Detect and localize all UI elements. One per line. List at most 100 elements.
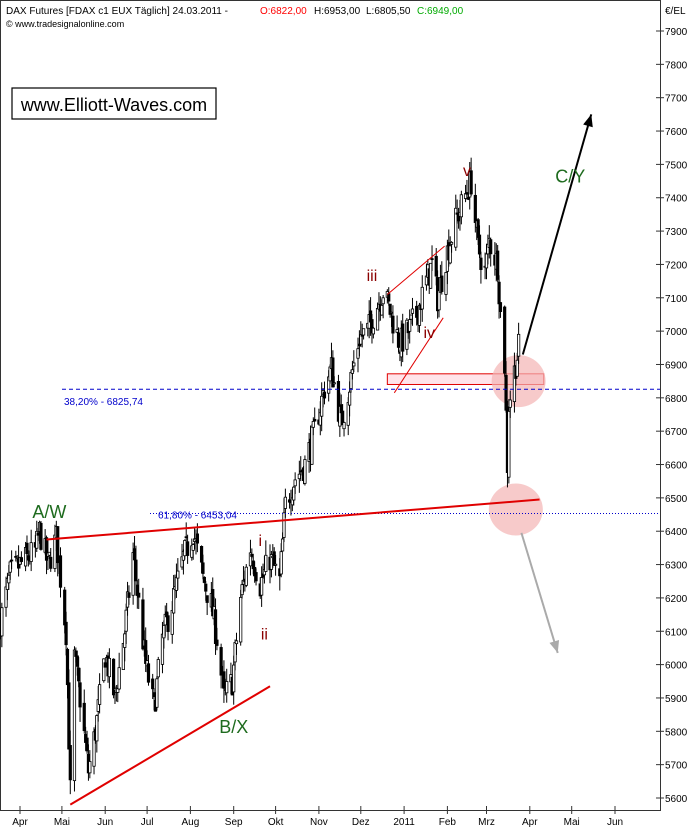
x-tick-label: Apr [12, 817, 28, 828]
candle-up [283, 496, 287, 509]
candle-up [429, 262, 433, 289]
y-tick-label: 6400 [665, 527, 688, 538]
candle-down [272, 551, 276, 566]
candle-up [4, 586, 8, 608]
x-tick-label: 2011 [393, 817, 415, 828]
y-tick-label: 7400 [665, 194, 688, 205]
x-tick-label: Jul [141, 817, 154, 828]
y-axis-unit: €/EL [665, 6, 686, 17]
candle-down [49, 556, 53, 569]
x-tick-label: Sep [225, 817, 243, 828]
candle-down [195, 533, 199, 544]
header-copyright: © www.tradesignalonline.com [6, 19, 124, 29]
wave-label: iii [367, 268, 378, 285]
candle-down [184, 536, 188, 539]
y-tick-label: 6300 [665, 561, 688, 572]
x-tick-label: Nov [310, 817, 328, 828]
header-open: O:6822,00 [260, 6, 307, 17]
candle-down [141, 599, 145, 650]
wave-label: v [463, 163, 471, 180]
candle-down [19, 557, 23, 562]
y-tick-label: 7800 [665, 60, 688, 71]
candle-down [10, 559, 14, 562]
candle-down [477, 234, 482, 255]
candle-down [489, 239, 493, 255]
candle-up [156, 659, 160, 678]
candle-down [39, 522, 43, 550]
candle-up [225, 681, 229, 694]
candle-up [410, 308, 415, 314]
candle-down [166, 615, 170, 632]
highlight-zone [488, 483, 543, 536]
candle-down [201, 562, 205, 574]
y-tick-label: 5700 [665, 761, 688, 772]
candle-up [350, 369, 355, 374]
candle-down [331, 357, 335, 388]
candle-up [280, 538, 285, 552]
candle-down [498, 302, 503, 312]
candle-up [292, 486, 296, 501]
candle-down [85, 737, 89, 752]
candle-down [146, 663, 151, 683]
candle-up [162, 624, 166, 639]
candle-down [36, 532, 40, 536]
x-tick-label: Aug [182, 817, 200, 828]
wave-label: B/X [219, 717, 248, 737]
arrow-up-shaft [521, 114, 593, 355]
y-tick-label: 7500 [665, 160, 688, 171]
candle-up [98, 684, 102, 705]
candle-down [151, 678, 155, 690]
candle-down [77, 667, 81, 682]
candle-up [342, 422, 346, 430]
candle-down [497, 281, 501, 305]
candle-up [361, 328, 366, 336]
candle-down [219, 647, 223, 676]
candle-down [134, 559, 138, 582]
y-tick-label: 6800 [665, 394, 688, 405]
candle-up [47, 551, 51, 556]
candle-up [95, 715, 99, 742]
candle-down [137, 592, 141, 598]
candle-down [222, 671, 226, 689]
candle-up [0, 607, 4, 637]
plot-border [0, 0, 661, 811]
candle-up [15, 556, 19, 559]
x-tick-label: Jun [607, 817, 623, 828]
candle-down [186, 541, 190, 556]
candle-up [239, 596, 243, 643]
y-tick-label: 6700 [665, 427, 688, 438]
candle-up [155, 678, 159, 708]
y-tick-label: 5900 [665, 694, 688, 705]
x-tick-label: Jun [97, 817, 113, 828]
candle-up [117, 667, 121, 690]
watermark-box [11, 87, 217, 120]
candle-up [293, 479, 297, 487]
candle-down [82, 702, 86, 732]
candle-up [240, 584, 244, 596]
axis-labels: 5600 5700 5800 5900 6000 6100 6200 6300 6400 6500… [12, 27, 687, 828]
candle-up [244, 566, 248, 586]
annotation-lines: 38,20% - 6825,74 61,80% - 6453,04 [46, 114, 660, 806]
candle-up [232, 664, 236, 693]
candle-down [132, 548, 137, 561]
candle-down [152, 692, 156, 698]
candle-up [174, 576, 179, 591]
candle-down [313, 418, 317, 422]
highlight-zones [386, 355, 546, 536]
candle-down [65, 648, 70, 686]
candle-up [349, 371, 353, 389]
fib-label: 38,20% - 6825,74 [64, 397, 143, 408]
candle-up [448, 245, 452, 264]
y-tick-label: 7300 [665, 227, 688, 238]
y-tick-label: 6500 [665, 494, 688, 505]
candle-down [144, 640, 148, 664]
x-tick-label: Apr [522, 817, 538, 828]
candle-up [508, 399, 512, 408]
candle-down [504, 374, 508, 411]
candle-down [466, 197, 470, 200]
candle-up [160, 633, 165, 665]
candle-up [375, 307, 380, 331]
wave-label: ii [261, 627, 268, 644]
